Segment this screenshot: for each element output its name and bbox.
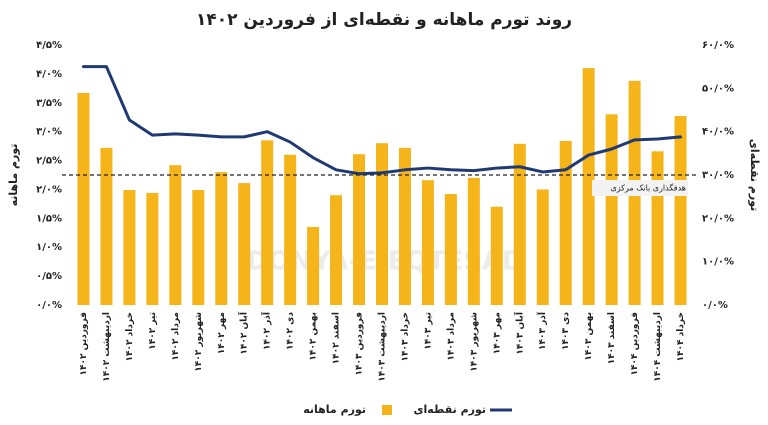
x-tick-label: مرداد ۱۴۰۳ — [446, 312, 456, 361]
bar — [513, 143, 526, 305]
x-tick-label: مهر ۱۴۰۳ — [492, 312, 502, 354]
x-tick-label: آذر ۱۴۰۳ — [536, 311, 548, 350]
x-tick-label: مرداد ۱۴۰۲ — [171, 312, 181, 361]
y-tick-label: ۳/۰% — [36, 127, 62, 138]
y2-tick-label: ۳۰/۰% — [702, 170, 734, 181]
chart-title: روند تورم ماهانه و نقطه‌ای از فروردین ۱۴… — [196, 10, 572, 30]
bar — [215, 172, 228, 305]
bar — [467, 177, 480, 305]
x-tick-label: بهمن ۱۴۰۲ — [309, 312, 319, 361]
y-tick-label: ۴/۵% — [36, 40, 62, 51]
x-tick-label: فروردین ۱۴۰۲ — [79, 312, 89, 376]
bar — [536, 189, 549, 305]
x-tick-label: بهمن ۱۴۰۳ — [584, 312, 594, 361]
legend-label: تورم نقطه‌ای — [413, 403, 486, 416]
y2-tick-label: ۵۰/۰% — [702, 83, 734, 94]
bar — [605, 114, 618, 305]
x-tick-label: اسفند ۱۴۰۲ — [332, 312, 342, 364]
legend-swatch — [382, 405, 392, 415]
bar — [100, 147, 113, 305]
bar — [307, 227, 320, 305]
y2-tick-label: ۴۰/۰% — [702, 127, 734, 138]
reference-label-bg — [592, 180, 688, 196]
x-tick-label: خرداد ۱۴۰۴ — [676, 312, 686, 362]
bar — [284, 154, 297, 305]
y-tick-label: ۴/۰% — [36, 69, 62, 80]
y2-tick-label: ۶۰/۰% — [702, 40, 734, 51]
bar — [77, 92, 90, 305]
y-tick-label: ۰/۵% — [36, 271, 62, 282]
reference-label: هدفگذاری بانک مرکزی — [610, 183, 686, 193]
x-tick-label: اردیبهشت ۱۴۰۲ — [102, 312, 112, 382]
x-tick-label: فروردین ۱۴۰۴ — [630, 312, 640, 376]
x-tick-label: اردیبهشت ۱۴۰۳ — [378, 312, 388, 382]
bar — [261, 140, 274, 305]
bar — [398, 147, 411, 305]
bar — [559, 140, 572, 305]
x-tick-label: اردیبهشت ۱۴۰۴ — [653, 312, 663, 382]
x-tick-label: آبان ۱۴۰۲ — [238, 311, 250, 355]
x-tick-label: اسفند ۱۴۰۳ — [607, 312, 617, 364]
bar — [444, 194, 457, 305]
bar — [490, 206, 503, 305]
x-tick-label: شهریور ۱۴۰۲ — [194, 312, 204, 372]
bar — [169, 165, 182, 305]
bar — [238, 183, 251, 305]
y2-tick-label: ۱۰/۰% — [702, 257, 734, 268]
x-tick-label: دی ۱۴۰۳ — [561, 312, 571, 350]
x-tick-label: خرداد ۱۴۰۲ — [125, 312, 135, 362]
x-tick-label: تیر ۱۴۰۲ — [148, 312, 158, 350]
bar — [146, 192, 159, 305]
bar — [674, 116, 687, 305]
bar — [651, 151, 664, 305]
line — [81, 65, 683, 176]
y-tick-label: ۱/۰% — [36, 242, 62, 253]
x-tick-label: مهر ۱۴۰۲ — [217, 312, 227, 354]
y-tick-label: ۰/۰% — [36, 300, 62, 311]
y-tick-label: ۱/۵% — [36, 213, 62, 224]
bar — [192, 190, 205, 305]
x-tick-label: دی ۱۴۰۲ — [286, 312, 296, 350]
y2-axis-title: تورم نقطه‌ای — [748, 139, 761, 212]
bar — [376, 143, 388, 305]
bar — [123, 190, 136, 305]
y-tick-label: ۲/۵% — [36, 156, 62, 167]
x-tick-label: تیر ۱۴۰۳ — [423, 312, 433, 350]
bar — [353, 154, 366, 305]
bar — [582, 68, 595, 305]
x-tick-label: شهریور ۱۴۰۳ — [469, 312, 479, 372]
x-tick-label: فروردین ۱۴۰۳ — [355, 312, 365, 376]
x-tick-label: آبان ۱۴۰۳ — [513, 311, 525, 355]
y-tick-label: ۳/۵% — [36, 98, 62, 109]
x-tick-label: آذر ۱۴۰۲ — [261, 311, 273, 350]
legend-label: تورم ماهانه — [303, 403, 366, 416]
x-tick-label: خرداد ۱۴۰۳ — [400, 312, 410, 362]
y2-tick-label: ۰/۰% — [702, 300, 728, 311]
y-tick-label: ۲/۰% — [36, 184, 62, 195]
y-axis-title: تورم ماهانه — [7, 144, 20, 207]
y2-tick-label: ۲۰/۰% — [702, 213, 734, 224]
bar — [330, 195, 343, 305]
bar — [421, 180, 434, 305]
